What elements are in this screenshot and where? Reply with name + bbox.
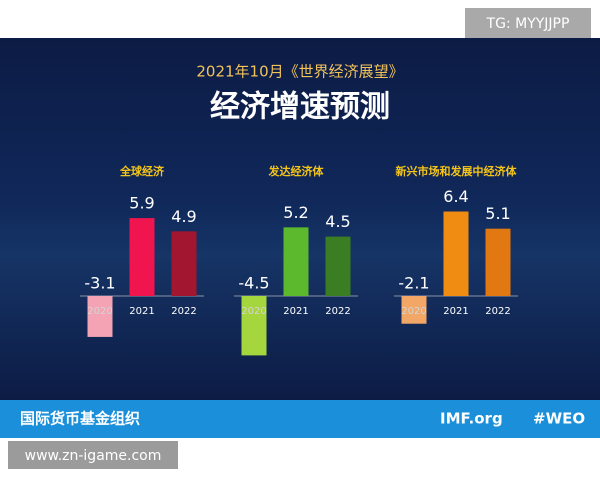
footer-bar <box>0 400 600 438</box>
value-label: 5.9 <box>129 194 154 213</box>
subtitle: 2021年10月《世界经济展望》 <box>196 63 403 81</box>
value-label: -2.1 <box>398 274 429 293</box>
x-tick-label: 2022 <box>171 306 196 317</box>
x-tick-label: 2020 <box>241 306 266 317</box>
value-label: 5.1 <box>485 204 510 223</box>
x-tick-label: 2022 <box>485 306 510 317</box>
value-label: -3.1 <box>84 274 115 293</box>
x-tick-label: 2021 <box>129 306 154 317</box>
panel <box>0 38 600 400</box>
chart-title: 全球经济 <box>119 164 165 178</box>
bar <box>401 296 427 324</box>
chart-title: 发达经济体 <box>268 164 325 178</box>
bar <box>283 227 309 296</box>
value-label: -4.5 <box>238 274 269 293</box>
bar <box>325 236 351 296</box>
footer-site: IMF.org <box>440 410 503 428</box>
watermark-box <box>8 441 178 469</box>
bar <box>87 296 113 337</box>
bar <box>443 211 469 296</box>
bar <box>171 231 197 296</box>
watermark: www.zn-igame.com <box>25 448 162 464</box>
value-label: 6.4 <box>443 187 468 206</box>
footer-org: 国际货币基金组织 <box>20 410 140 428</box>
watermark-box <box>465 8 591 38</box>
watermark: TG: MYYJJPP <box>486 16 570 32</box>
bar <box>485 228 511 296</box>
x-tick-label: 2022 <box>325 306 350 317</box>
x-tick-label: 2021 <box>443 306 468 317</box>
chart-title: 新兴市场和发展中经济体 <box>396 164 518 178</box>
value-label: 4.5 <box>325 212 350 231</box>
bar <box>241 296 267 356</box>
x-tick-label: 2021 <box>283 306 308 317</box>
title: 经济增速预测 <box>210 90 390 125</box>
value-label: 4.9 <box>171 207 196 226</box>
x-tick-label: 2020 <box>87 306 112 317</box>
bar <box>129 218 155 296</box>
footer-tag: #WEO <box>533 410 585 428</box>
value-label: 5.2 <box>283 203 308 222</box>
x-tick-label: 2020 <box>401 306 426 317</box>
